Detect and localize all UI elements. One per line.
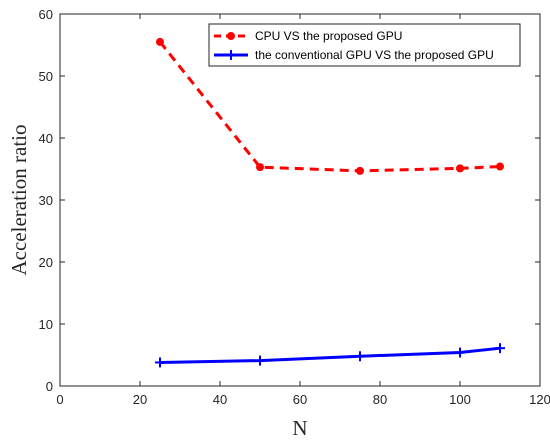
data-point-1 — [355, 351, 365, 362]
data-point-0 — [256, 163, 264, 172]
y-tick-label: 20 — [39, 255, 53, 270]
y-tick-label: 40 — [39, 131, 53, 146]
plot-area — [60, 14, 540, 386]
y-tick-label: 60 — [39, 7, 53, 22]
legend-label-gpu: the conventional GPU VS the proposed GPU — [255, 48, 494, 62]
y-axis-title: Acceleration ratio — [7, 125, 31, 276]
data-point-1 — [455, 347, 465, 358]
y-tick-label: 30 — [39, 193, 53, 208]
legend-swatch-cpu-marker — [227, 32, 235, 40]
x-tick-label: 20 — [133, 392, 147, 407]
x-tick-label: 80 — [373, 392, 387, 407]
data-point-0 — [356, 166, 364, 175]
x-tick-label: 40 — [213, 392, 227, 407]
legend-box — [208, 23, 521, 67]
legend-swatch-gpu-marker — [226, 50, 236, 60]
legend: CPU VS the proposed GPU the conventional… — [208, 23, 521, 67]
series-layer — [155, 37, 505, 368]
x-axis-title: N — [292, 416, 307, 440]
data-point-0 — [456, 164, 464, 173]
data-point-1 — [155, 357, 165, 368]
y-tick-label: 10 — [39, 317, 53, 332]
data-point-0 — [156, 37, 164, 46]
legend-label-cpu: CPU VS the proposed GPU — [255, 29, 402, 43]
tick-layer: 0 20 40 60 80 100 120 0 10 20 30 40 50 60 — [39, 7, 550, 407]
y-tick-label: 50 — [39, 69, 53, 84]
y-tick-label: 0 — [46, 379, 53, 394]
x-tick-label: 100 — [449, 392, 471, 407]
x-tick-label: 0 — [56, 392, 63, 407]
data-point-1 — [495, 343, 505, 354]
x-tick-label: 120 — [529, 392, 550, 407]
x-tick-label: 60 — [293, 392, 307, 407]
data-point-1 — [255, 355, 265, 366]
data-point-0 — [496, 162, 504, 171]
